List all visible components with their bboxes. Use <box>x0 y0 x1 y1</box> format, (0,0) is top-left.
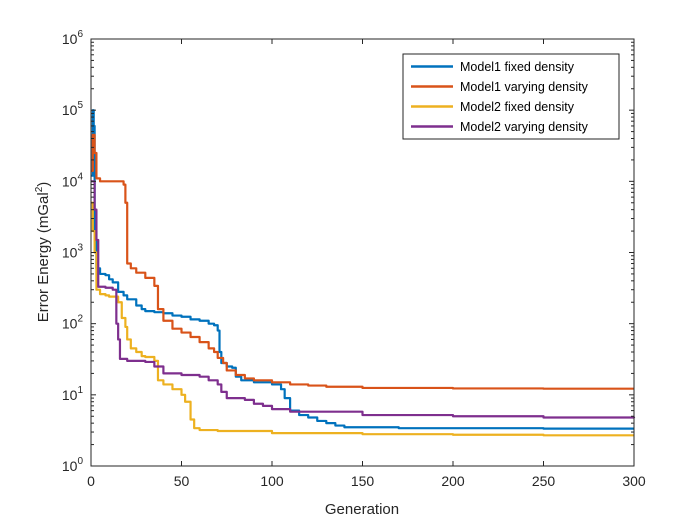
series-line-4 <box>91 180 636 419</box>
x-tick-label: 150 <box>351 473 375 489</box>
y-axis-label-tail: ) <box>35 182 52 187</box>
y-axis: 100 101 102 103 104 105 106 <box>62 29 634 474</box>
x-tick-label: 100 <box>260 473 284 489</box>
x-axis: 0 50 100 150 200 250 300 <box>87 39 646 489</box>
series-line-3 <box>91 201 634 437</box>
x-tick-label: 300 <box>622 473 646 489</box>
y-tick-label: 105 <box>62 100 84 118</box>
y-axis-label-main: Error Energy (mGal <box>35 192 52 322</box>
y-tick-label: 103 <box>62 243 84 261</box>
series-line-2 <box>91 133 634 390</box>
x-tick-label: 50 <box>174 473 190 489</box>
legend-label: Model1 varying density <box>460 80 589 94</box>
y-tick-label: 101 <box>62 385 84 403</box>
series-layer <box>91 109 636 437</box>
legend: Model1 fixed density Model1 varying densi… <box>402 53 620 140</box>
x-tick-label: 250 <box>532 473 556 489</box>
y-tick-label: 106 <box>62 29 84 47</box>
y-tick-label: 102 <box>62 314 84 332</box>
legend-label: Model2 varying density <box>460 120 589 134</box>
y-tick-label: 104 <box>62 171 84 189</box>
y-axis-label-superscript: 2 <box>34 186 45 192</box>
y-axis-label: Error Energy (mGal2) <box>34 182 52 323</box>
legend-box <box>402 53 620 140</box>
series-line-1 <box>91 109 634 430</box>
legend-items: Model1 fixed density Model1 varying densi… <box>411 60 589 134</box>
x-axis-label: Generation <box>325 501 399 518</box>
legend-label: Model2 fixed density <box>460 100 575 114</box>
legend-label: Model1 fixed density <box>460 60 575 74</box>
x-tick-label: 0 <box>87 473 95 489</box>
x-tick-label: 200 <box>441 473 465 489</box>
y-tick-label: 100 <box>62 456 84 474</box>
